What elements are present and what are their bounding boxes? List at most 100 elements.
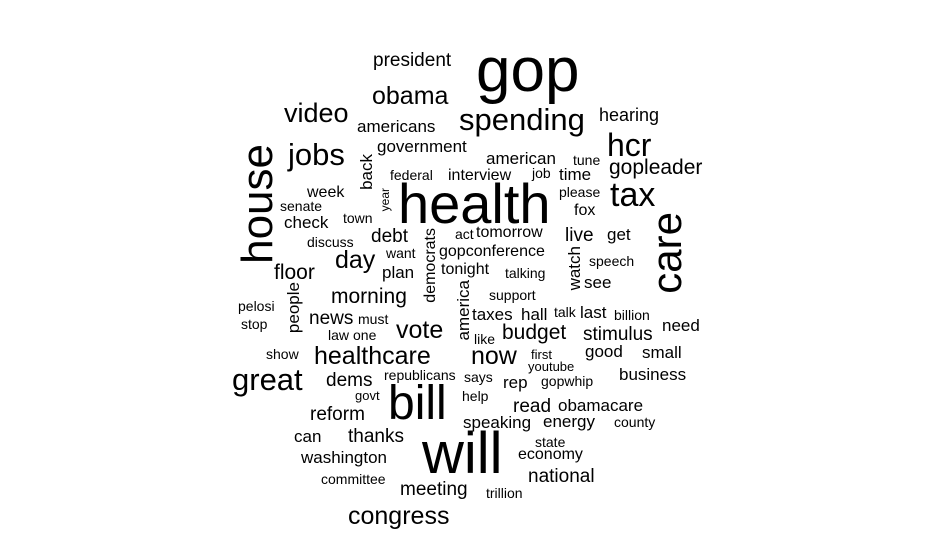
word: morning — [331, 285, 407, 308]
word: dems — [326, 370, 373, 391]
word: obamacare — [558, 396, 644, 415]
word: national — [528, 466, 595, 487]
word: bill — [388, 377, 447, 430]
word: get — [607, 225, 631, 244]
word: rep — [503, 373, 528, 392]
word: like — [474, 331, 496, 347]
word: first — [531, 347, 552, 362]
word: tax — [610, 176, 656, 214]
word: county — [614, 414, 656, 430]
word: american — [486, 149, 556, 168]
word: pelosi — [238, 298, 275, 314]
word: health — [398, 172, 551, 235]
word: small — [642, 343, 682, 362]
word: day — [335, 246, 376, 274]
word: now — [471, 342, 517, 370]
word: trillion — [486, 485, 523, 501]
word: want — [386, 245, 416, 261]
word: tonight — [441, 261, 490, 278]
word: people — [284, 282, 303, 334]
word: floor — [274, 261, 315, 284]
word: one — [353, 327, 377, 343]
word: speaking — [463, 413, 532, 432]
word: time — [559, 165, 592, 184]
word: check — [284, 213, 329, 232]
word: discuss — [307, 234, 354, 250]
word: hearing — [599, 105, 660, 125]
word: congress — [348, 502, 450, 530]
word: house — [233, 144, 282, 264]
word: government — [377, 137, 467, 156]
word: state — [535, 434, 566, 450]
word: gopleader — [609, 156, 703, 179]
word: americans — [357, 117, 436, 136]
word: act — [455, 226, 474, 242]
word: live — [565, 225, 594, 246]
word: america — [454, 280, 473, 341]
word: good — [585, 342, 623, 361]
word: see — [584, 273, 612, 292]
word: federal — [390, 167, 433, 183]
word: reform — [310, 404, 365, 425]
word: speech — [589, 253, 635, 269]
word: gopwhip — [541, 373, 594, 389]
word: economy — [518, 446, 583, 463]
word: need — [662, 316, 700, 335]
word: news — [309, 308, 354, 329]
word: last — [580, 303, 607, 322]
word: debt — [371, 226, 408, 247]
word: will — [422, 421, 503, 486]
word: show — [266, 346, 299, 362]
word: job — [532, 165, 551, 181]
word: committee — [321, 471, 386, 487]
word: washington — [301, 448, 388, 467]
word: support — [489, 287, 536, 303]
word: republicans — [384, 367, 456, 383]
word: govt — [355, 388, 380, 403]
word: great — [232, 362, 303, 397]
word: watch — [565, 246, 584, 291]
word: town — [343, 210, 373, 226]
word: tune — [573, 152, 601, 168]
word: fox — [574, 202, 596, 219]
word: gopconference — [439, 243, 545, 260]
word: interview — [448, 167, 512, 184]
word: plan — [382, 263, 415, 282]
word: year — [378, 188, 392, 212]
word: president — [373, 50, 452, 71]
word: spending — [459, 102, 585, 137]
word: stop — [241, 316, 268, 332]
word: youtube — [528, 359, 575, 374]
word: budget — [502, 321, 567, 344]
word: taxes — [472, 305, 513, 324]
word: says — [464, 369, 493, 385]
word: care — [643, 212, 690, 294]
word: hcr — [607, 127, 652, 163]
word: energy — [543, 412, 595, 431]
word: week — [307, 184, 345, 201]
word: business — [619, 365, 687, 384]
word: help — [462, 388, 489, 404]
word: thanks — [348, 426, 404, 447]
word: jobs — [288, 137, 345, 172]
word: can — [294, 427, 322, 446]
word: stimulus — [583, 324, 653, 345]
word: talking — [505, 265, 546, 281]
word: law — [328, 327, 350, 343]
word: vote — [396, 316, 444, 344]
word: video — [284, 98, 349, 128]
word: senate — [280, 198, 323, 214]
word: tomorrow — [476, 224, 543, 241]
word: obama — [372, 82, 449, 110]
word: billion — [614, 307, 650, 323]
word: read — [513, 396, 552, 417]
word: democrats — [422, 228, 439, 303]
word: hall — [521, 305, 548, 324]
word: back — [357, 154, 376, 190]
word: must — [358, 311, 389, 327]
word: meeting — [400, 479, 468, 500]
word: healthcare — [314, 342, 431, 370]
word: please — [559, 184, 601, 200]
word: gop — [476, 36, 580, 105]
